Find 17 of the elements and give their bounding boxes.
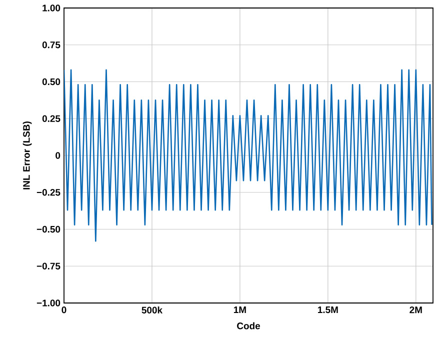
y-tick-label: 1.00 (42, 4, 60, 12)
x-tick-label: 1.5M (318, 306, 338, 314)
y-tick-label: 0.50 (42, 78, 60, 86)
line-series (64, 69, 432, 242)
x-tick-label: 500k (142, 306, 163, 314)
y-axis-title: INL Error (LSB) (22, 122, 32, 190)
y-tick-label: 0 (56, 152, 60, 159)
x-tick-label: 2M (410, 306, 422, 314)
y-tick-label: −0.25 (36, 189, 60, 196)
y-tick-label: 0.25 (42, 115, 60, 122)
y-tick-label: −0.50 (36, 226, 60, 233)
y-tick-label: −0.75 (36, 262, 60, 270)
x-tick-label: 0 (62, 306, 66, 314)
y-tick-label: 0.75 (42, 42, 60, 48)
x-tick-label: 1M (234, 306, 246, 314)
x-axis-title: Code (237, 322, 260, 330)
y-tick-label: −1.00 (36, 300, 60, 306)
